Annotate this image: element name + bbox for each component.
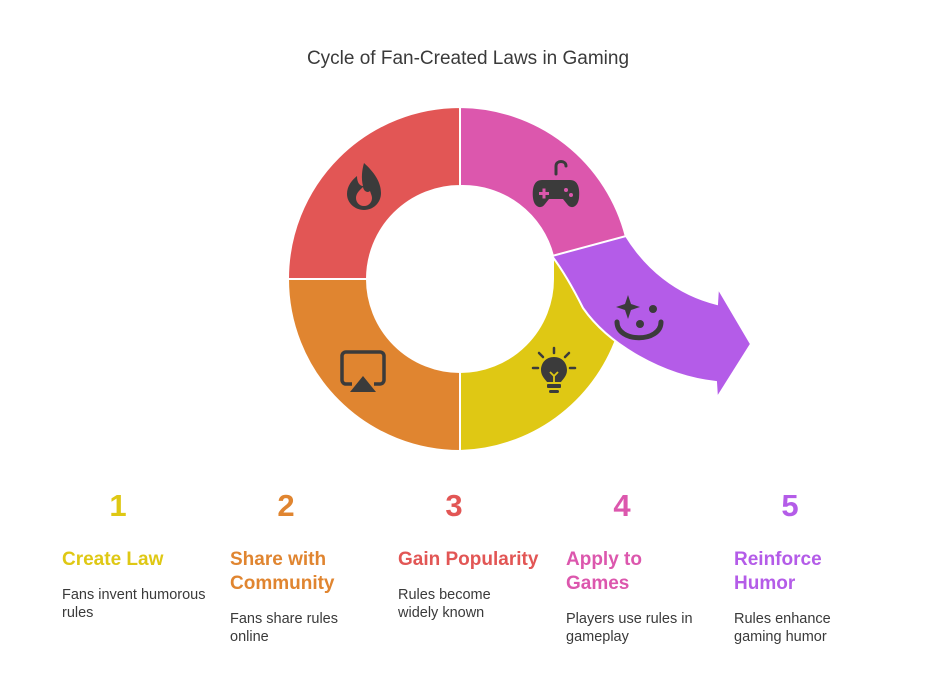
step-number: 5 (781, 488, 799, 523)
arrow-purple (550, 234, 753, 402)
step-description: Fans share rules online (230, 611, 338, 645)
gamepad-icon (532, 160, 580, 208)
step-number: 1 (109, 488, 127, 523)
step-description: Rules become widely known (398, 587, 491, 621)
step-2: 2 Share with Community Fans share rules … (230, 488, 390, 646)
step-number: 3 (445, 488, 463, 523)
step-5: 5 Reinforce Humor Rules enhance gaming h… (734, 488, 894, 646)
clown-face-icon (614, 295, 664, 341)
step-title: Gain Popularity (398, 549, 539, 570)
fire-icon (347, 163, 381, 210)
step-number: 4 (613, 488, 631, 523)
step-3: 3 Gain Popularity Rules become widely kn… (398, 488, 558, 622)
step-title: Reinforce Humor (734, 549, 822, 594)
step-title: Apply to Games (566, 549, 642, 594)
step-title: Create Law (62, 549, 164, 570)
step-number: 2 (277, 488, 295, 523)
step-description: Fans invent humorous rules (62, 587, 206, 621)
step-description: Rules enhance gaming humor (734, 611, 831, 645)
screen-share-icon (340, 350, 386, 392)
step-4: 4 Apply to Games Players use rules in ga… (566, 488, 726, 646)
step-1: 1 Create Law Fans invent humorous rules (62, 488, 222, 622)
segment-orange (286, 278, 461, 453)
lightbulb-icon (531, 346, 577, 393)
step-title: Share with Community (230, 549, 335, 594)
page-title: Cycle of Fan-Created Laws in Gaming (306, 48, 630, 69)
step-description: Players use rules in gameplay (566, 611, 693, 645)
